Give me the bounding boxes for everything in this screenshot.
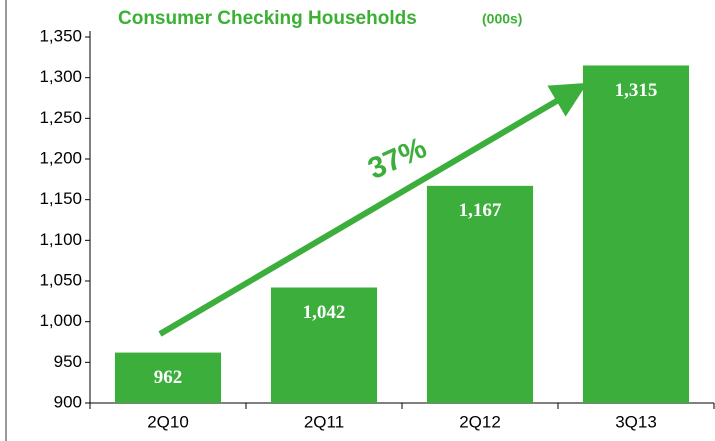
bar	[270, 287, 378, 403]
y-tick-label: 1,250	[39, 108, 82, 127]
y-tick-label: 1,150	[39, 189, 82, 208]
value-label: 1,315	[615, 80, 658, 101]
y-tick-label: 950	[54, 352, 82, 371]
y-tick-label: 1,000	[39, 311, 82, 330]
x-tick-label: 2Q11	[304, 412, 344, 431]
x-tick-label: 2Q10	[147, 412, 189, 431]
value-label: 1,167	[459, 200, 502, 221]
y-tick-label: 900	[54, 392, 82, 411]
x-tick-label: 3Q13	[615, 412, 657, 431]
y-tick-label: 1,200	[39, 148, 82, 167]
bar	[582, 65, 690, 403]
y-tick-label: 1,300	[39, 67, 82, 86]
y-tick-label: 1,350	[39, 26, 82, 45]
chart-title: Consumer Checking Households	[118, 8, 417, 29]
value-label: 962	[154, 367, 183, 388]
y-tick-label: 1,100	[39, 230, 82, 249]
value-label: 1,042	[303, 302, 346, 323]
bar	[426, 185, 534, 403]
bar	[114, 352, 222, 403]
y-tick-label: 1,050	[39, 270, 82, 289]
trend-arrow	[158, 82, 588, 337]
chart-subtitle: (000s)	[482, 11, 522, 27]
x-tick-label: 2Q12	[459, 412, 501, 431]
